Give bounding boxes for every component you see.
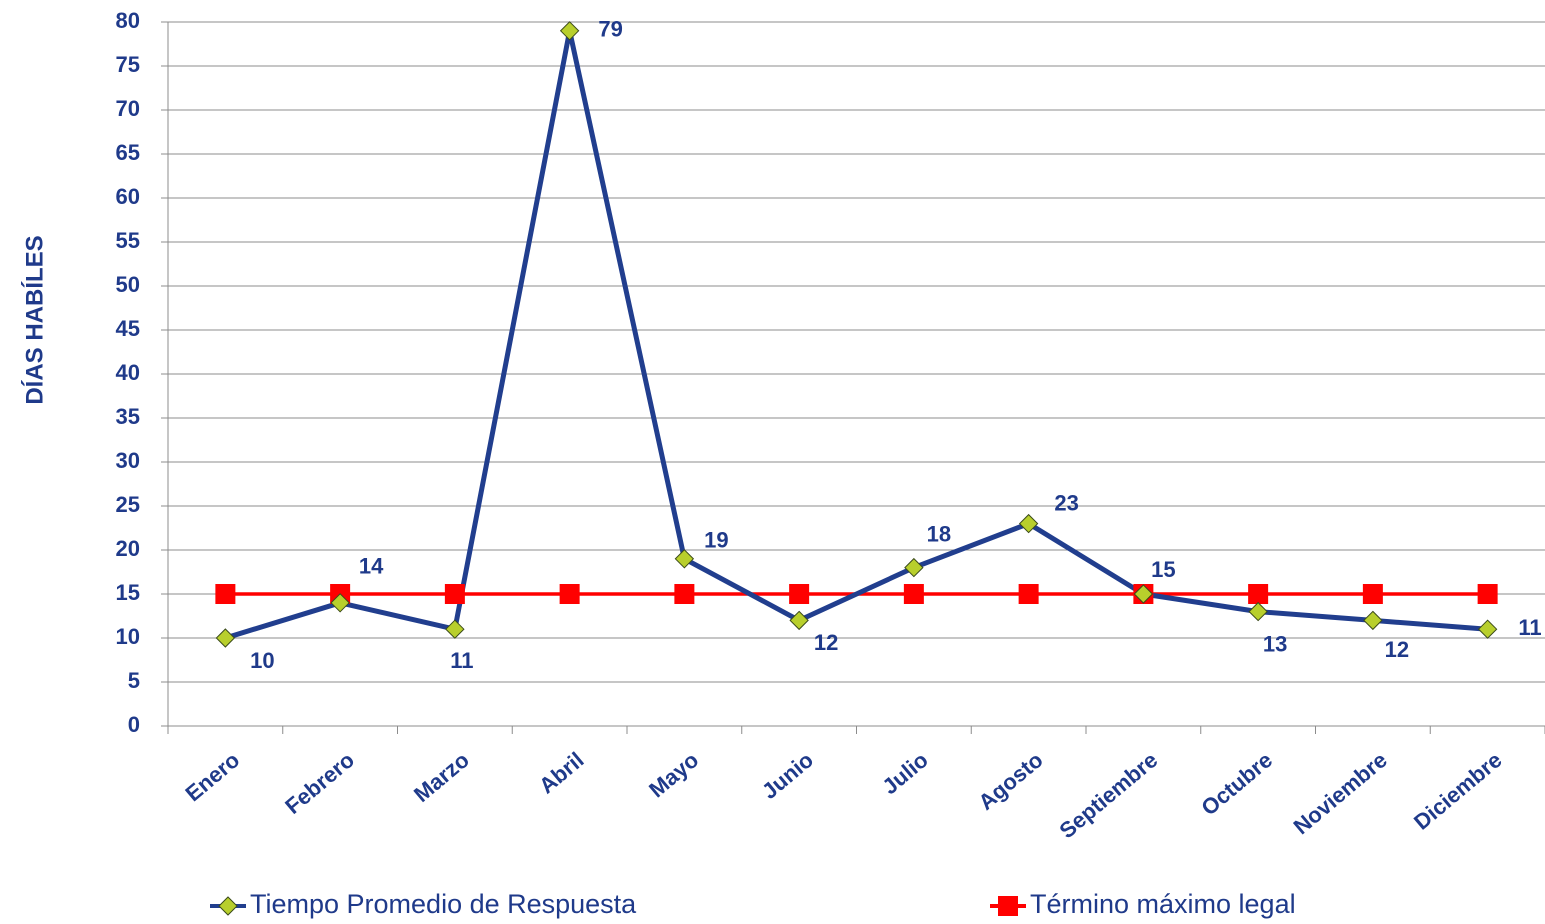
y-tick-label: 45 xyxy=(116,316,140,341)
marker xyxy=(1018,513,1039,534)
marker xyxy=(1362,584,1383,604)
marker xyxy=(674,549,695,569)
marker xyxy=(998,896,1018,916)
x-tick-label: Agosto xyxy=(973,747,1047,815)
marker xyxy=(789,584,810,604)
y-tick-label: 35 xyxy=(116,404,140,429)
marker xyxy=(1248,584,1269,604)
y-tick-label: 75 xyxy=(116,52,140,77)
data-label: 11 xyxy=(450,648,473,673)
legend-label: Tiempo Promedio de Respuesta xyxy=(250,889,637,919)
data-label: 13 xyxy=(1263,631,1287,656)
y-tick-label: 55 xyxy=(116,228,140,253)
x-tick-label: Mayo xyxy=(644,747,703,802)
marker xyxy=(445,619,465,639)
y-tick-label: 50 xyxy=(116,272,140,297)
marker xyxy=(904,557,924,578)
x-tick-label: Marzo xyxy=(409,747,474,807)
x-tick-label: Enero xyxy=(180,747,244,806)
data-label: 11 xyxy=(1518,615,1541,640)
y-tick-label: 25 xyxy=(116,492,140,517)
data-label: 15 xyxy=(1151,557,1175,582)
y-tick-label: 70 xyxy=(116,96,140,121)
y-tick-label: 60 xyxy=(116,184,140,209)
x-tick-label: Julio xyxy=(877,747,932,799)
y-tick-label: 40 xyxy=(116,360,140,385)
marker xyxy=(1363,610,1383,631)
x-tick-label: Octubre xyxy=(1196,747,1277,820)
marker xyxy=(215,584,236,604)
marker xyxy=(559,21,580,41)
marker xyxy=(215,628,236,648)
marker xyxy=(330,593,350,613)
marker xyxy=(903,584,924,604)
y-axis-title: DÍAS HABÍLES xyxy=(20,235,48,404)
x-tick-label: Diciembre xyxy=(1409,747,1507,835)
data-label: 12 xyxy=(1385,637,1409,662)
marker xyxy=(218,896,238,916)
y-tick-label: 20 xyxy=(116,536,140,561)
marker xyxy=(1018,584,1039,604)
data-label: 19 xyxy=(704,528,728,553)
y-tick-label: 15 xyxy=(116,580,140,605)
y-tick-label: 0 xyxy=(128,712,140,737)
x-tick-label: Febrero xyxy=(280,747,359,819)
marker xyxy=(1248,601,1268,622)
x-tick-label: Septiembre xyxy=(1054,747,1162,843)
data-label: 23 xyxy=(1054,490,1078,515)
marker xyxy=(444,584,465,604)
legend-label: Término máximo legal xyxy=(1030,889,1296,919)
y-tick-label: 10 xyxy=(116,624,140,649)
marker xyxy=(674,584,695,604)
x-tick-label: Noviembre xyxy=(1289,747,1392,839)
data-label: 10 xyxy=(250,648,274,673)
marker xyxy=(789,610,809,631)
data-label: 18 xyxy=(927,521,951,546)
y-tick-label: 5 xyxy=(128,668,140,693)
marker xyxy=(559,584,580,604)
marker xyxy=(1477,584,1498,604)
series-line xyxy=(224,28,1488,641)
marker xyxy=(1133,584,1154,604)
y-tick-label: 80 xyxy=(116,8,140,33)
x-tick-label: Junio xyxy=(757,747,818,804)
x-tick-label: Abril xyxy=(534,747,588,798)
marker xyxy=(1477,619,1498,639)
data-label: 79 xyxy=(598,17,622,42)
data-label: 12 xyxy=(814,630,838,655)
y-tick-label: 65 xyxy=(116,140,140,165)
y-tick-label: 30 xyxy=(116,448,140,473)
data-label: 14 xyxy=(359,554,384,579)
